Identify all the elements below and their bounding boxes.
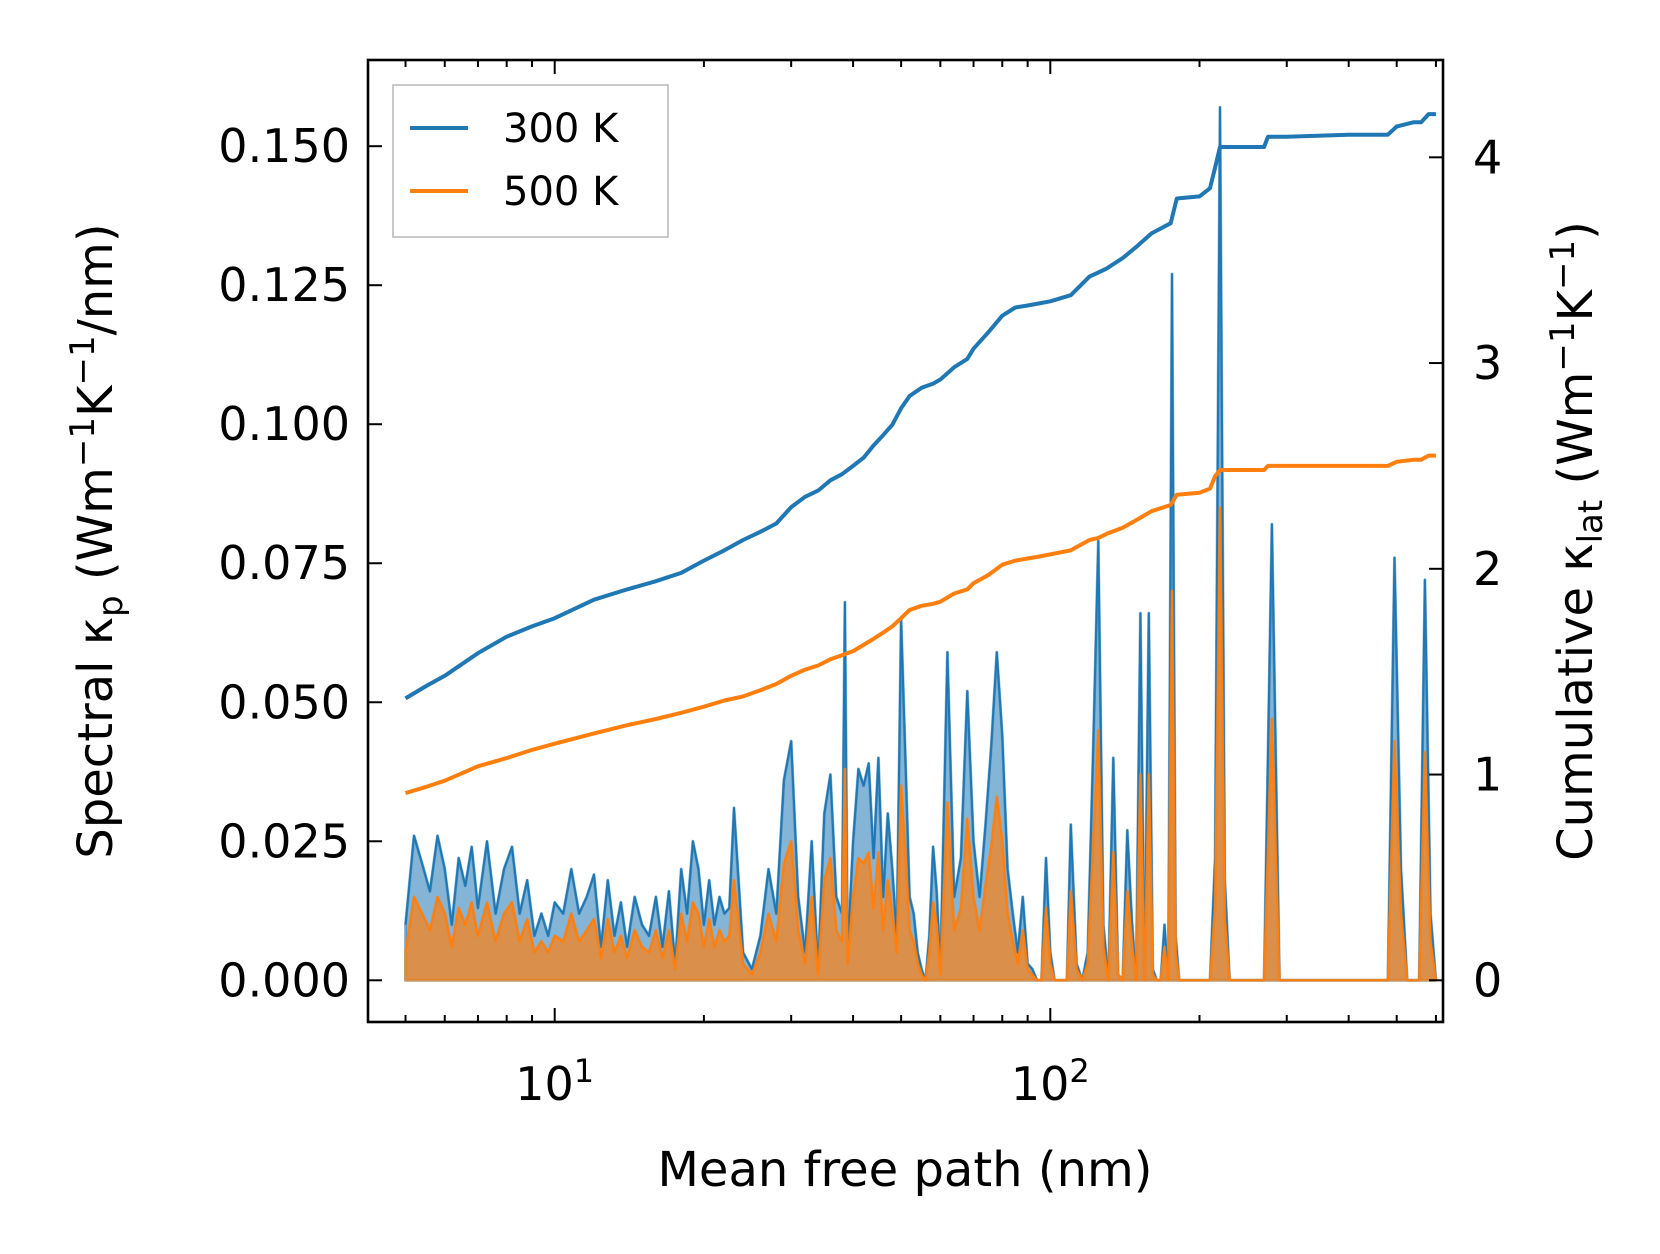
y-axis-label-post: /nm) [68,223,124,335]
plot-frame [366,58,1445,1024]
legend-label-300k: 300 K [503,106,620,152]
spectral-layer [404,105,1438,982]
legend-label-500k: 500 K [503,169,620,215]
y2-axis-label: Cumulative κlat (Wm−1K−1) [1543,221,1611,861]
y2-tick-label: 0 [1473,953,1502,1007]
cumulative-line-500k [404,453,1436,796]
y-axis-label: Spectral κp (Wm−1K−1/nm) [63,223,131,858]
y2-axis-label-sup2: −1 [1543,240,1583,290]
y2-axis-label-pre: Cumulative κ [1548,543,1604,861]
cumulative-layer [404,112,1436,796]
y2-axis-label-sub: lat [1571,500,1611,544]
y-axis-label-sup1: −1 [63,417,103,467]
y-tick-label: 0.075 [218,536,350,590]
y-axis-label-mid: (Wm [68,467,124,595]
y2-tick-label: 2 [1473,542,1502,596]
y-axis-label-sub: p [91,595,131,617]
ticks-layer: 0.000 0.025 0.050 0.075 0.100 0.125 0.150 0 1 2 3 4… [218,60,1502,1111]
y-axis-label-k: K [68,384,124,417]
y-tick-label: 0.050 [218,675,350,729]
y2-tick-label: 4 [1473,130,1502,184]
x-tick-label-base: 10 [515,1057,574,1111]
legend-box [392,84,669,238]
y2-axis-label-sup1: −1 [1543,321,1583,371]
y-tick-label: 0.125 [218,258,350,312]
y2-axis-label-k: K [1548,288,1604,321]
legend: 300 K 500 K [392,84,669,238]
y-tick-label: 0.000 [218,953,350,1007]
y-axis-label-sup2: −1 [63,335,103,385]
x-tick-label: 101 [515,1052,594,1111]
y2-axis-label-post: ) [1548,221,1604,240]
x-tick-label-exponent: 2 [1069,1052,1089,1090]
spectral-line-300k [404,106,1437,982]
x-axis-label: Mean free path (nm) [658,1142,1153,1198]
y2-tick-label: 1 [1473,748,1502,802]
x-tick-label-base: 10 [1011,1057,1070,1111]
y-axis-label-pre: Spectral κ [68,617,124,859]
y2-tick-label: 3 [1473,336,1502,390]
spectral-line-500k [404,506,1437,982]
y2-axis-label-mid: (Wm [1548,372,1604,500]
y-tick-label: 0.025 [218,814,350,868]
y-tick-label: 0.150 [218,119,350,173]
x-tick-label: 102 [1011,1052,1090,1111]
y-tick-label: 0.100 [218,397,350,451]
cumulative-line-300k [404,112,1436,701]
x-tick-label-exponent: 1 [574,1052,594,1090]
